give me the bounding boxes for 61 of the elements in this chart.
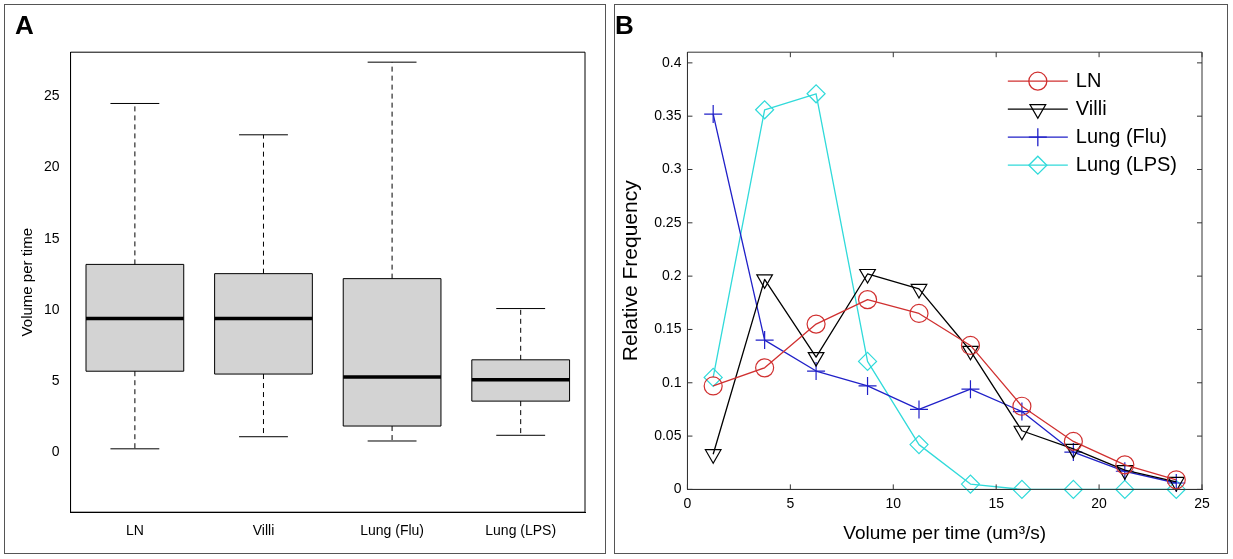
y-axis-title: Volume per time [18, 228, 36, 337]
y-tick-label: 0.15 [654, 320, 682, 337]
x-tick-label: 10 [885, 494, 902, 511]
x-tick-label: Lung (LPS) [485, 522, 557, 539]
point [755, 358, 775, 378]
y-tick-label: 0.1 [661, 373, 682, 390]
point [1012, 479, 1032, 499]
chart-title: A [15, 9, 34, 40]
point [909, 435, 929, 455]
point [909, 303, 929, 324]
point [1063, 479, 1083, 499]
y-tick-label: 0.2 [661, 266, 682, 283]
point [960, 335, 981, 356]
x-tick-label: 20 [1091, 494, 1108, 511]
point [806, 361, 826, 381]
legend-label: Lung (Flu) [1075, 124, 1167, 147]
y-tick-label: 0.25 [654, 213, 682, 230]
point [703, 104, 723, 124]
y-tick-label: 15 [43, 229, 60, 246]
y-axis-title: Relative Frequency [618, 179, 642, 362]
point [703, 367, 723, 388]
point [703, 376, 723, 396]
y-tick-label: 0.3 [661, 160, 682, 177]
point [960, 379, 981, 399]
x-tick-label: Villi [252, 522, 275, 539]
x-tick-label: 15 [988, 494, 1005, 511]
point [755, 100, 775, 120]
chart-title: B [615, 9, 634, 40]
point [1115, 455, 1135, 475]
point [1063, 431, 1083, 452]
point [1012, 396, 1032, 416]
y-tick-label: 0 [51, 443, 60, 460]
y-tick-label: 20 [43, 158, 60, 175]
y-tick-label: 0.4 [661, 53, 682, 70]
y-tick-label: 0.35 [654, 107, 682, 124]
point [909, 399, 929, 420]
point [1166, 479, 1186, 499]
y-tick-label: 0.05 [654, 426, 682, 443]
point [910, 283, 928, 299]
point [756, 274, 774, 289]
point [857, 351, 878, 372]
point [1115, 479, 1135, 499]
x-axis-title: Volume per time (um³/s) [843, 521, 1047, 543]
point [960, 474, 981, 494]
x-tick-label: LN [125, 522, 144, 539]
y-tick-label: 0 [673, 480, 682, 497]
point [859, 268, 876, 284]
point [806, 314, 826, 334]
x-tick-label: 5 [786, 494, 795, 511]
point [755, 330, 775, 350]
y-tick-label: 10 [43, 300, 60, 317]
point [806, 84, 826, 104]
point [857, 376, 878, 396]
y-tick-label: 5 [51, 372, 60, 389]
x-tick-label: 25 [1194, 494, 1210, 511]
point [857, 289, 878, 310]
x-tick-label: Lung (Flu) [360, 522, 424, 539]
y-tick-label: 25 [43, 87, 60, 104]
legend-label: Villi [1075, 96, 1107, 119]
legend-label: Lung (LPS) [1075, 152, 1177, 175]
legend-label: LN [1075, 68, 1102, 91]
